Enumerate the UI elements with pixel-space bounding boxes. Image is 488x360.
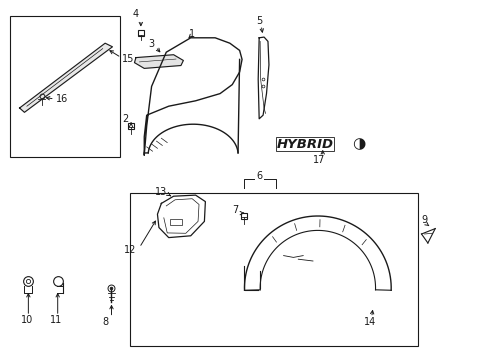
- Text: 2: 2: [122, 114, 128, 124]
- Text: 13: 13: [155, 186, 167, 197]
- Text: 1: 1: [189, 29, 195, 39]
- Text: 11: 11: [50, 315, 62, 325]
- Polygon shape: [134, 55, 183, 68]
- Text: 9: 9: [421, 215, 427, 225]
- Text: 7: 7: [232, 204, 238, 215]
- Bar: [129, 193, 417, 346]
- Text: 5: 5: [256, 16, 262, 26]
- Bar: [10, 16, 120, 157]
- Text: ◑: ◑: [351, 136, 365, 152]
- Text: 10: 10: [20, 315, 33, 325]
- Text: 4: 4: [133, 9, 139, 19]
- Text: 3: 3: [148, 39, 154, 49]
- Text: 14: 14: [364, 317, 376, 327]
- Polygon shape: [20, 43, 112, 112]
- Text: 15: 15: [122, 54, 134, 64]
- Text: 6: 6: [256, 171, 262, 181]
- Text: 12: 12: [123, 245, 136, 255]
- Bar: [170, 219, 182, 225]
- Text: 8: 8: [102, 317, 108, 327]
- Text: 17: 17: [312, 155, 325, 165]
- Text: HYBRID: HYBRID: [276, 138, 333, 150]
- Text: 16: 16: [56, 94, 68, 104]
